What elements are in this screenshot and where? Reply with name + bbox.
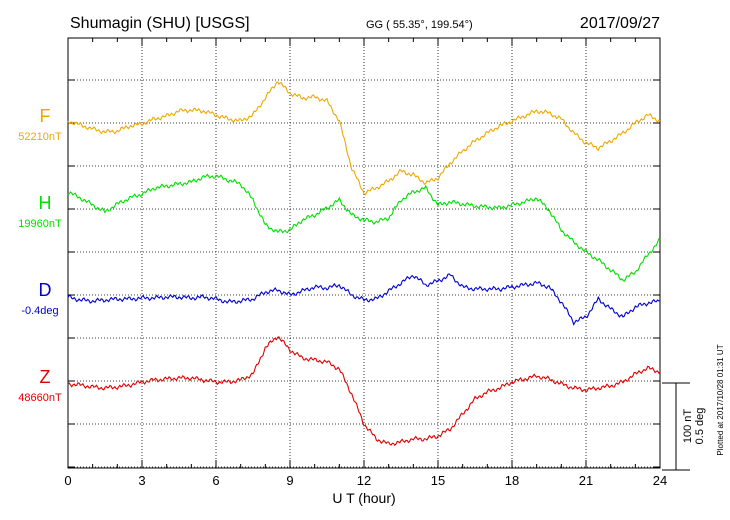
- grid-lines: [68, 38, 660, 468]
- series-name-h: H: [39, 193, 52, 213]
- x-tick-label: 15: [431, 473, 445, 488]
- x-tick-label: 21: [579, 473, 593, 488]
- series-labels: F 52210nT H 19960nT D -0.4deg Z 48660nT: [18, 106, 62, 404]
- series-line-z: [67, 336, 661, 447]
- x-tick-label: 24: [653, 473, 667, 488]
- series-baseline-d: -0.4deg: [21, 305, 58, 317]
- scale-deg-label: 0.5 deg: [694, 408, 706, 445]
- scale-nt-label: 100 nT: [682, 409, 694, 444]
- tick-marks: [67, 38, 661, 468]
- x-tick-label: 18: [505, 473, 519, 488]
- series-line-h: [67, 173, 661, 283]
- x-tick-label: 6: [212, 473, 219, 488]
- date-label: 2017/09/27: [580, 15, 660, 32]
- x-tick-label: 12: [357, 473, 371, 488]
- coordinates-label: GG ( 55.35°, 199.54°): [366, 19, 473, 31]
- series-baseline-z: 48660nT: [18, 392, 62, 404]
- series-name-z: Z: [40, 367, 51, 387]
- scale-bar: [662, 382, 690, 471]
- series-name-d: D: [39, 280, 52, 300]
- series-name-f: F: [40, 106, 51, 126]
- series-baseline-f: 52210nT: [18, 131, 62, 143]
- plotted-timestamp: Plotted at 2017/10/28 01:31 UT: [716, 344, 725, 455]
- x-axis-label: U T (hour): [332, 490, 395, 506]
- series-lines: [67, 81, 661, 447]
- series-baseline-h: 19960nT: [18, 218, 62, 230]
- station-title: Shumagin (SHU) [USGS]: [70, 15, 250, 32]
- x-tick-label: 3: [138, 473, 145, 488]
- x-tick-labels: 0 3 6 9 12 15 18 21 24: [64, 473, 667, 488]
- series-line-f: [67, 81, 661, 196]
- plot-frame: [67, 37, 661, 469]
- x-tick-label: 9: [286, 473, 293, 488]
- x-tick-label: 0: [64, 473, 71, 488]
- series-line-d: [67, 273, 661, 326]
